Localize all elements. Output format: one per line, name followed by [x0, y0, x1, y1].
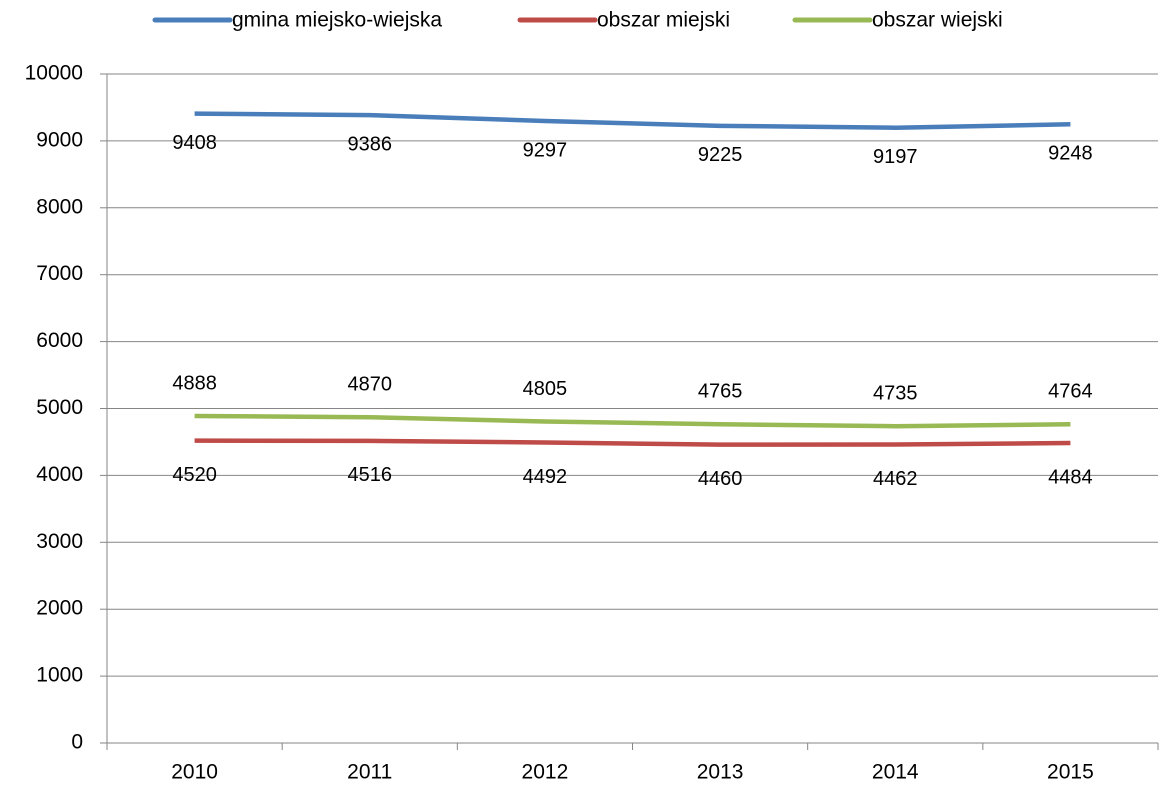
data-label: 4765	[698, 381, 743, 403]
data-label: 9386	[348, 133, 393, 155]
x-tick-label: 2014	[872, 761, 919, 784]
y-tick-label: 5000	[36, 396, 83, 419]
data-label: 4520	[172, 464, 217, 486]
y-tick-label: 3000	[36, 530, 83, 553]
data-label: 4870	[348, 373, 393, 395]
data-label: 9225	[698, 144, 743, 166]
x-tick-label: 2011	[347, 761, 392, 784]
series-line	[194, 438, 1071, 447]
legend-label: gmina miejsko-wiejska	[232, 9, 442, 32]
data-label: 4462	[873, 468, 918, 490]
y-tick-label: 9000	[36, 128, 83, 151]
y-tick-label: 7000	[36, 262, 83, 285]
y-tick-label: 1000	[36, 664, 83, 687]
y-tick-label: 4000	[36, 463, 83, 486]
data-label: 9297	[523, 139, 568, 161]
y-tick-label: 8000	[36, 195, 83, 218]
x-tick-label: 2010	[171, 761, 218, 784]
data-label: 4805	[523, 378, 568, 400]
x-tick-label: 2013	[697, 761, 744, 784]
data-label: 4888	[172, 372, 217, 394]
y-tick-label: 2000	[36, 597, 83, 620]
legend-label: obszar wiejski	[872, 9, 1003, 32]
x-tick-label: 2015	[1047, 761, 1094, 784]
data-label: 4764	[1048, 381, 1093, 403]
data-label: 9197	[873, 146, 918, 168]
x-tick-label: 2012	[522, 761, 569, 784]
data-label: 4460	[698, 468, 743, 490]
data-label: 4735	[873, 383, 918, 405]
series-line	[194, 413, 1071, 429]
data-label: 9408	[172, 132, 217, 154]
legend-label: obszar miejski	[597, 9, 730, 32]
data-label: 4484	[1048, 466, 1093, 488]
data-label: 4516	[348, 464, 393, 486]
series-line	[194, 111, 1071, 130]
y-tick-label: 0	[71, 731, 83, 754]
y-tick-label: 10000	[25, 62, 83, 85]
data-label: 9248	[1048, 143, 1093, 165]
y-tick-label: 6000	[36, 329, 83, 352]
data-label: 4492	[523, 466, 568, 488]
